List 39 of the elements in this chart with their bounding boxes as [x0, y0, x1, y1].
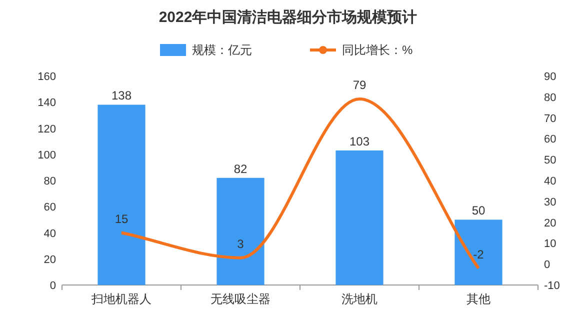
- y2-tick-label: 70: [544, 112, 556, 125]
- x-tick-label: 无线吸尘器: [210, 292, 270, 306]
- y-tick-label: 0: [50, 280, 56, 292]
- y-tick-label: 40: [44, 228, 56, 240]
- y-tick-label: 60: [44, 202, 56, 214]
- y-tick-label: 80: [44, 176, 56, 188]
- y2-tick-label: 30: [544, 196, 556, 208]
- x-tick-label: 扫地机器人: [90, 292, 152, 306]
- y-tick-label: 160: [38, 71, 56, 83]
- bar: [336, 150, 384, 285]
- y2-tick-label: 40: [544, 176, 556, 188]
- y-tick-label: 140: [38, 97, 56, 110]
- chart-title: 2022年中国清洁电器细分市场规模预计: [158, 8, 418, 26]
- y-tick-label: 120: [38, 123, 56, 136]
- x-tick-label: 洗地机: [342, 292, 378, 306]
- y2-tick-label: 20: [544, 217, 556, 230]
- y-tick-label: 20: [44, 254, 56, 266]
- data-label: -2: [473, 247, 484, 262]
- bar: [98, 104, 146, 285]
- data-label: 79: [352, 78, 366, 92]
- y2-tick-label: -10: [544, 280, 560, 292]
- legend-label: 规模：亿元: [192, 43, 252, 57]
- y2-tick-label: 10: [544, 238, 556, 250]
- data-label: 50: [472, 204, 486, 218]
- bar: [216, 178, 264, 285]
- data-label: 15: [114, 212, 128, 226]
- data-label: 3: [237, 236, 244, 251]
- y2-tick-label: 50: [544, 154, 556, 167]
- y2-tick-label: 80: [544, 92, 556, 104]
- data-label: 138: [111, 88, 132, 103]
- y2-tick-label: 60: [544, 134, 556, 146]
- legend-label: 同比增长：%: [342, 43, 413, 57]
- y-tick-label: 100: [38, 149, 56, 162]
- bar: [454, 220, 502, 285]
- data-label: 82: [234, 162, 248, 176]
- y2-tick-label: 90: [544, 71, 556, 83]
- x-tick-label: 其他: [466, 292, 490, 306]
- data-label: 103: [349, 134, 370, 148]
- y2-tick-label: 0: [544, 259, 550, 272]
